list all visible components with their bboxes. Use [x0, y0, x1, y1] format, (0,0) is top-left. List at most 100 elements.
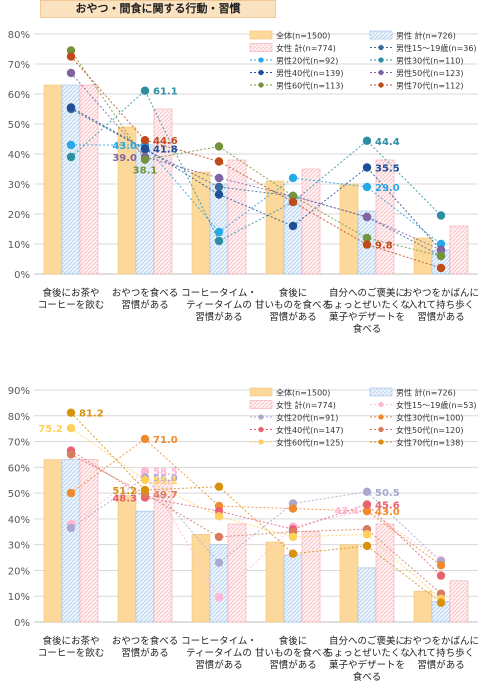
female-behavior-chart: 0% 10% 20% 30% 40% 50% 60% 70% 80% 90% 81.2 75.2 71.… — [8, 386, 479, 683]
point-f60 — [214, 512, 224, 521]
y-tick-label: 70% — [8, 60, 30, 71]
bar-total — [265, 541, 285, 623]
data-label: 44.4 — [375, 137, 400, 148]
point-f70 — [288, 549, 298, 558]
legend-swatch — [249, 43, 273, 52]
point-m30 — [66, 152, 76, 162]
x-tick-label: 食後にお茶や — [42, 287, 99, 299]
legend-swatch — [369, 30, 393, 40]
bar-female_total — [301, 531, 321, 623]
legend-label: 男性 計(n=726) — [396, 388, 456, 398]
x-tick-label: 食べる — [353, 671, 382, 683]
legend-label: 女性50代(n=120) — [396, 425, 463, 435]
bar-female_total — [79, 459, 99, 623]
x-tick-label: おやつをかばんに — [403, 288, 479, 299]
legend-label: 女性60代(n=125) — [276, 438, 343, 448]
series-line-m50 — [70, 72, 442, 251]
x-tick-label: 習慣がある — [417, 311, 465, 323]
bar-total — [117, 495, 137, 623]
legend-label: 女性40代(n=147) — [276, 425, 343, 435]
x-tick-label: ティータイムの — [186, 648, 252, 659]
point-m60 — [214, 142, 224, 151]
x-tick-label: おやつをかばんに — [403, 636, 479, 647]
data-label: 51.2 — [112, 486, 137, 497]
point-m40 — [288, 221, 298, 231]
x-tick-label: 食後に — [279, 287, 308, 299]
data-label: 49.7 — [153, 490, 178, 501]
data-label: 45.6 — [375, 500, 400, 511]
point-m30 — [140, 86, 150, 95]
legend-swatch-point — [378, 44, 384, 51]
point-m20 — [66, 140, 76, 150]
y-tick-label: 50% — [8, 489, 30, 500]
bar-female_total — [301, 168, 321, 275]
point-m30 — [214, 236, 224, 246]
legend-label: 女性20代(n=91) — [276, 413, 338, 423]
bar-total — [339, 183, 359, 275]
data-label: 9.8 — [375, 241, 393, 252]
series-line-f70 — [70, 412, 442, 604]
y-tick-label: 70% — [8, 438, 30, 449]
point-m20 — [288, 173, 298, 183]
bar-male_total — [209, 544, 229, 623]
bar-male_total — [61, 459, 81, 623]
point-f70 — [436, 598, 446, 607]
point-m50 — [362, 212, 372, 222]
y-tick-label: 90% — [8, 386, 30, 397]
point-m60 — [288, 191, 298, 201]
legend-label: 男性15～19歳(n=36) — [396, 43, 477, 53]
male-behavior-chart: 0% 10% 20% 30% 40% 50% 60% 70% 80% 61.1 44.641.8 43… — [8, 30, 479, 335]
y-tick-label: 60% — [8, 90, 30, 101]
point-f30 — [288, 504, 298, 513]
point-f20 — [362, 487, 372, 497]
y-tick-label: 40% — [8, 515, 30, 526]
point-m60 — [140, 155, 150, 164]
x-tick-label: 食後に — [279, 635, 308, 647]
x-tick-label: 習慣がある — [121, 299, 169, 311]
data-label: 43.4 — [334, 506, 359, 517]
series-line-m60 — [70, 50, 442, 257]
data-label: 48.3 — [112, 493, 137, 504]
x-tick-label: ちょっとぜいたくな — [324, 300, 410, 311]
x-tick-label: ティータイムの — [186, 300, 252, 311]
legend-swatch-point — [258, 426, 264, 433]
data-label: 81.2 — [79, 409, 104, 420]
legend-swatch — [249, 30, 273, 40]
point-m50 — [436, 245, 446, 255]
bar-total — [43, 459, 63, 623]
point-f70 — [214, 482, 224, 491]
point-f50 — [66, 450, 76, 459]
bar-male_total — [357, 567, 377, 623]
bar-male_total — [135, 144, 155, 275]
series-line-f30 — [70, 438, 442, 566]
point-f70 — [362, 541, 372, 551]
x-tick-label: ちょっとぜいたくな — [324, 648, 410, 659]
bar-female_total — [449, 225, 469, 275]
data-label: 61.1 — [153, 87, 178, 98]
point-f50 — [214, 532, 224, 542]
legend-label: 男性30代(n=110) — [396, 56, 463, 66]
legend-swatch-point — [378, 57, 384, 63]
x-tick-label: コーヒータイム・ — [181, 288, 257, 299]
data-label: 44.6 — [153, 136, 178, 147]
legend-swatch-point — [258, 414, 264, 420]
point-m30 — [362, 136, 372, 145]
point-f40 — [362, 500, 372, 509]
legend-swatch — [249, 387, 273, 397]
data-label: 29.0 — [375, 183, 400, 194]
point-m60 — [362, 233, 372, 243]
legend-label: 男性40代(n=139) — [276, 68, 343, 78]
legend-label: 全体(n=1500) — [276, 31, 330, 41]
legend-swatch-point — [258, 69, 264, 76]
x-tick-label: おやつを食べる — [112, 635, 179, 647]
legend-label: 全体(n=1500) — [276, 388, 330, 398]
data-label: 41.8 — [153, 145, 178, 156]
series-line-f15 — [70, 470, 442, 599]
y-tick-label: 20% — [8, 210, 30, 221]
data-label: 43.0 — [112, 141, 137, 152]
point-m60 — [436, 251, 446, 261]
y-tick-label: 30% — [8, 180, 30, 191]
point-f70 — [140, 485, 150, 495]
x-tick-label: 習慣がある — [195, 659, 243, 671]
data-label: 39.0 — [112, 153, 137, 164]
